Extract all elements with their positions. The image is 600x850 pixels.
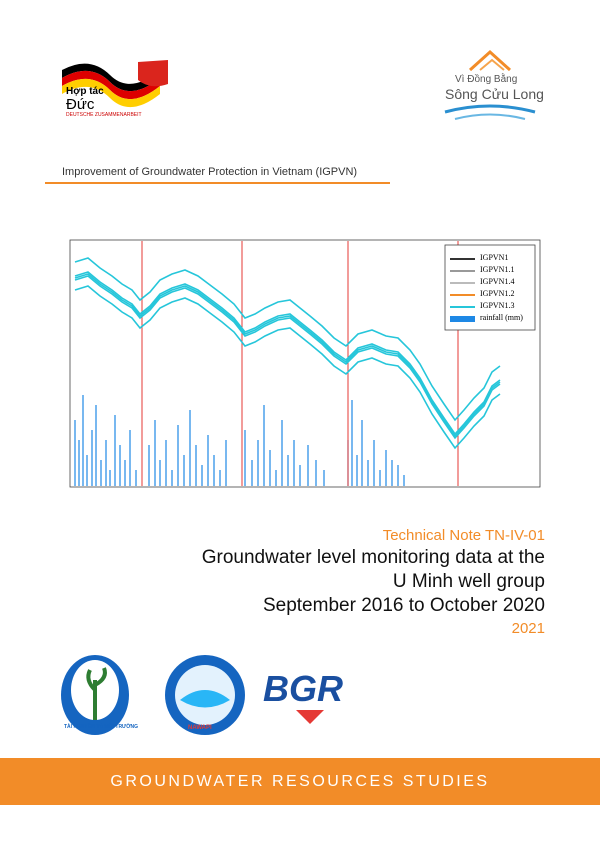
nawapi-logo [180,690,230,708]
footer-band [0,758,600,805]
vn-flag [138,60,168,87]
project-name: Improvement of Groundwater Protection in… [62,166,358,178]
logo-mark [479,58,505,71]
legend-label: IGPVN1.4 [480,277,515,286]
legend-swatches [450,258,475,322]
level-lines [74,257,501,449]
logo-mark [468,49,512,72]
bgr-mark [296,710,324,724]
legend-label: IGPVN1.3 [480,301,515,310]
report-block: Technical Note TN-IV-01 Groundwater leve… [202,526,545,640]
report-series: Technical Note TN-IV-01 [382,527,545,544]
flag-band [62,70,160,100]
partner-text: Sông Cửu Long [445,86,544,102]
logo-text: NAWAPI [188,725,212,731]
logo-text: TÀI NGUYÊN VÀ MÔI TRƯỜNG [64,724,138,730]
footer-text: GROUNDWATER RESOURCES STUDIES [110,773,490,790]
monre-logo [86,667,107,720]
report-title-line: U Minh well group [392,571,545,592]
legend-box [444,244,536,331]
legend-label: IGPVN1.2 [480,289,515,298]
legend-label: rainfall (mm) [480,313,523,322]
legend-label: IGPVN1.1 [480,265,515,274]
report-title-line: September 2016 to October 2020 [262,595,545,616]
flag-band [62,78,160,108]
logo-wave [454,113,526,120]
partner-text: Vì Đồng Bằng [455,74,518,85]
partner-text: DEUTSCHE ZUSAMMENARBEIT [66,112,142,118]
report-title-line: Groundwater level monitoring data at the [201,547,545,568]
flag-band [62,63,160,92]
rainfall-bars [74,395,405,486]
partner-text: Đức [66,96,95,113]
logo-wave [444,104,536,114]
bgr-logo: BGR [263,668,343,709]
report-year: 2021 [511,620,545,637]
partner-text: Hợp tác [66,86,104,97]
legend-label: IGPVN1 [480,253,509,262]
